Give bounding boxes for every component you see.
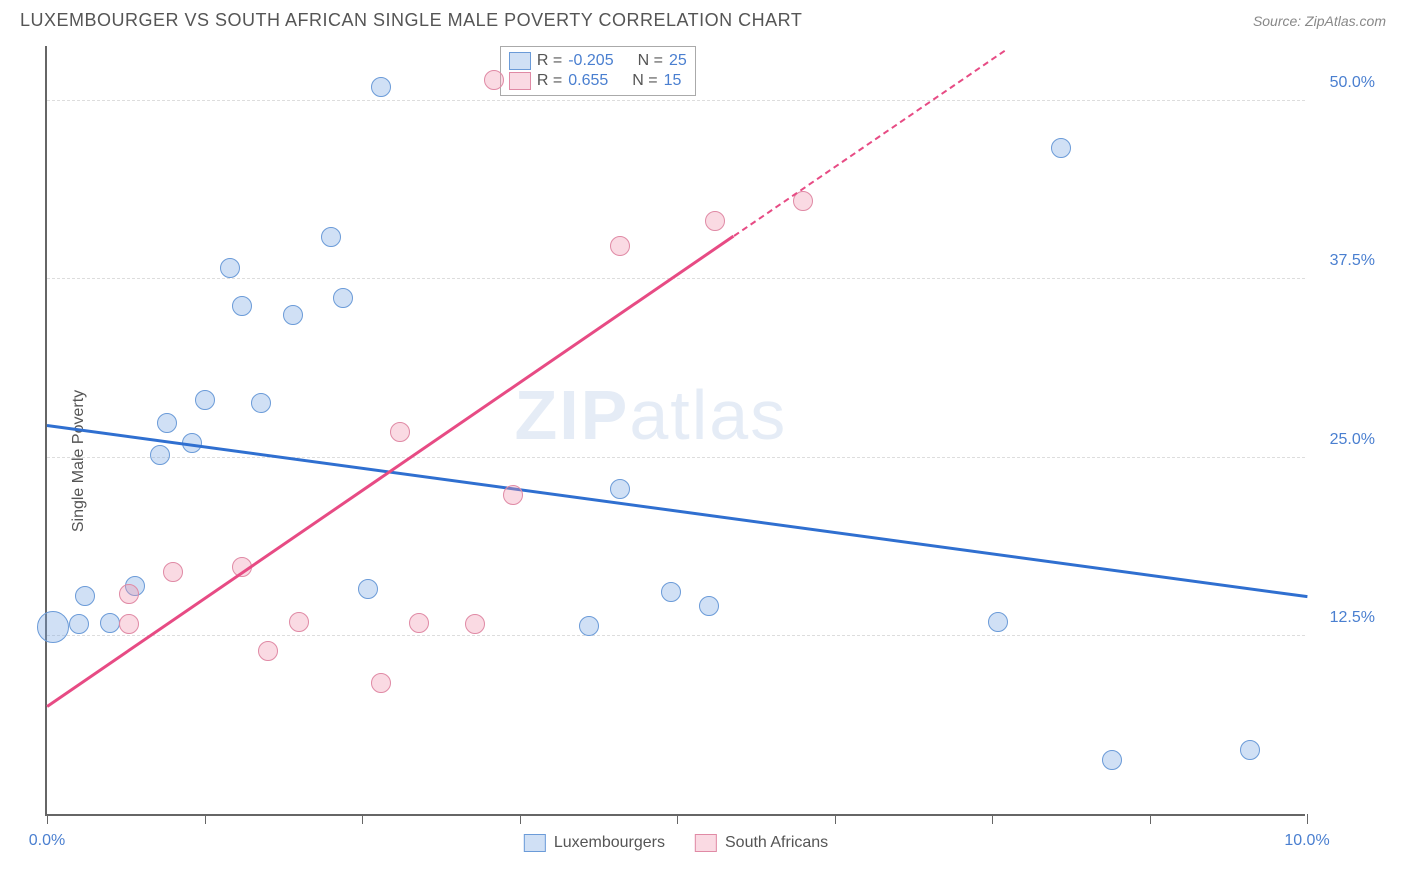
legend-swatch	[509, 72, 531, 90]
bottom-legend: Luxembourgers South Africans	[524, 834, 828, 852]
x-tick	[520, 814, 521, 824]
x-tick	[362, 814, 363, 824]
legend-swatch	[695, 834, 717, 852]
r-value: 0.655	[568, 72, 608, 90]
scatter-point	[150, 445, 170, 465]
x-tick-label: 0.0%	[29, 832, 65, 850]
scatter-point	[283, 305, 303, 325]
n-label: N =	[632, 72, 657, 90]
scatter-point	[409, 613, 429, 633]
scatter-point	[699, 596, 719, 616]
y-tick-label: 25.0%	[1315, 431, 1375, 449]
scatter-point	[119, 584, 139, 604]
scatter-point	[251, 393, 271, 413]
scatter-point	[75, 586, 95, 606]
scatter-point	[371, 673, 391, 693]
x-tick	[205, 814, 206, 824]
r-label: R =	[537, 72, 562, 90]
x-tick-label: 10.0%	[1284, 832, 1329, 850]
scatter-point	[100, 613, 120, 633]
plot-region: ZIPatlas R = -0.205 N = 25 R = 0.655 N = 15…	[45, 46, 1305, 816]
gridline	[47, 457, 1305, 458]
legend-item: Luxembourgers	[524, 834, 665, 852]
scatter-point	[390, 422, 410, 442]
scatter-point	[484, 70, 504, 90]
x-tick	[835, 814, 836, 824]
scatter-point	[1051, 138, 1071, 158]
source-prefix: Source:	[1253, 13, 1305, 29]
trend-line	[46, 234, 734, 707]
chart-area: Single Male Poverty ZIPatlas R = -0.205N…	[0, 36, 1406, 886]
n-value: 15	[664, 72, 682, 90]
gridline	[47, 100, 1305, 101]
x-tick	[1150, 814, 1151, 824]
stats-row: R = 0.655 N = 15	[509, 71, 687, 91]
n-label: N =	[638, 52, 663, 70]
scatter-point	[358, 579, 378, 599]
scatter-point	[610, 236, 630, 256]
watermark-atlas: atlas	[629, 376, 787, 454]
scatter-point	[579, 616, 599, 636]
chart-title: LUXEMBOURGER VS SOUTH AFRICAN SINGLE MAL…	[20, 10, 802, 31]
x-tick	[677, 814, 678, 824]
scatter-point	[69, 614, 89, 634]
watermark-zip: ZIP	[514, 376, 629, 454]
y-tick-label: 37.5%	[1315, 252, 1375, 270]
x-tick	[47, 814, 48, 824]
scatter-point	[258, 641, 278, 661]
scatter-point	[195, 390, 215, 410]
scatter-point	[503, 485, 523, 505]
scatter-point	[988, 612, 1008, 632]
legend-item: South Africans	[695, 834, 828, 852]
n-value: 25	[669, 52, 687, 70]
trend-line-dashed	[733, 49, 1005, 236]
x-tick	[992, 814, 993, 824]
scatter-point	[1240, 740, 1260, 760]
legend-swatch	[509, 52, 531, 70]
scatter-point	[119, 614, 139, 634]
r-value: -0.205	[568, 52, 613, 70]
header: LUXEMBOURGER VS SOUTH AFRICAN SINGLE MAL…	[0, 0, 1406, 36]
scatter-point	[37, 611, 69, 643]
scatter-point	[232, 296, 252, 316]
scatter-point	[1102, 750, 1122, 770]
gridline	[47, 278, 1305, 279]
legend-label: South Africans	[725, 834, 828, 852]
source-attribution: Source: ZipAtlas.com	[1253, 13, 1386, 29]
x-tick	[1307, 814, 1308, 824]
legend-swatch	[524, 834, 546, 852]
watermark: ZIPatlas	[514, 375, 787, 455]
stats-legend-box: R = -0.205 N = 25 R = 0.655 N = 15	[500, 46, 696, 96]
scatter-point	[610, 479, 630, 499]
scatter-point	[321, 227, 341, 247]
scatter-point	[289, 612, 309, 632]
scatter-point	[333, 288, 353, 308]
scatter-point	[705, 211, 725, 231]
scatter-point	[661, 582, 681, 602]
r-label: R =	[537, 52, 562, 70]
y-tick-label: 50.0%	[1315, 74, 1375, 92]
legend-label: Luxembourgers	[554, 834, 665, 852]
y-tick-label: 12.5%	[1315, 609, 1375, 627]
scatter-point	[157, 413, 177, 433]
scatter-point	[163, 562, 183, 582]
scatter-point	[220, 258, 240, 278]
source-name: ZipAtlas.com	[1305, 13, 1386, 29]
stats-row: R = -0.205 N = 25	[509, 51, 687, 71]
scatter-point	[465, 614, 485, 634]
gridline	[47, 635, 1305, 636]
scatter-point	[371, 77, 391, 97]
